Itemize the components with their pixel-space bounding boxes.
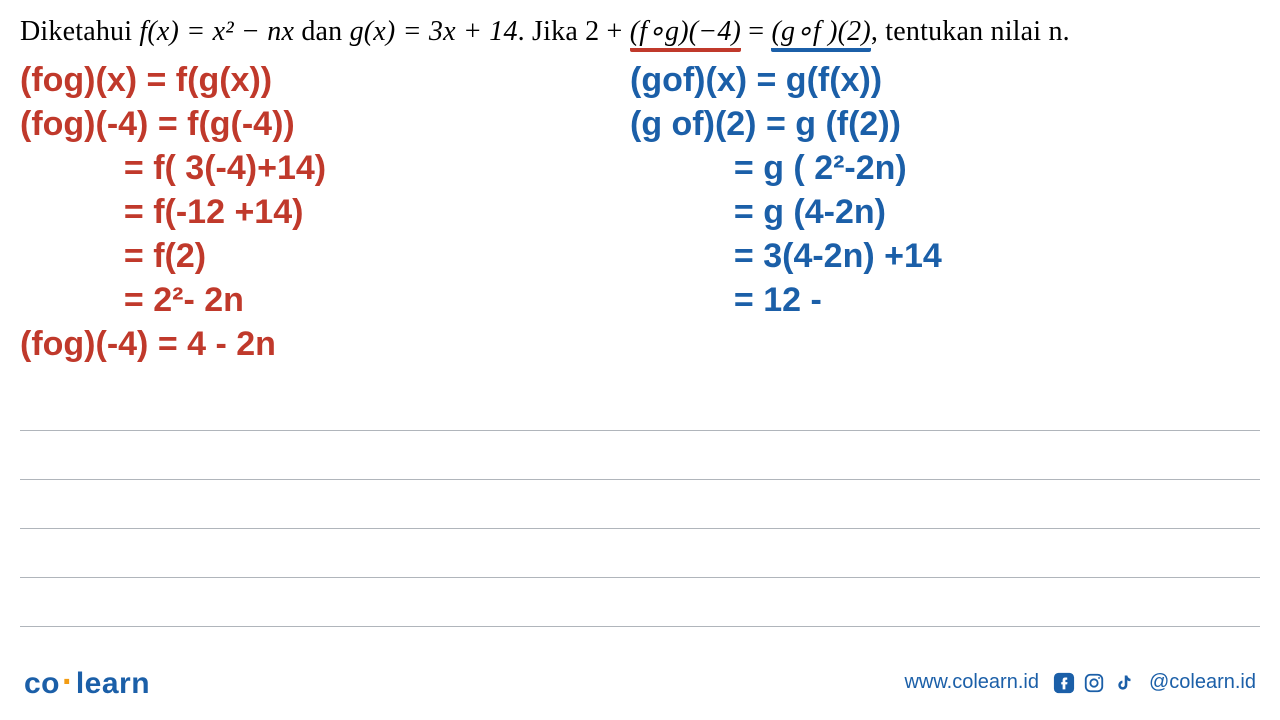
- instagram-icon: [1083, 672, 1105, 694]
- problem-statement: Diketahui f(x) = x² − nx dan g(x) = 3x +…: [20, 14, 1270, 48]
- left-line-5: = f(2): [20, 234, 620, 278]
- rule-line: [20, 626, 1260, 627]
- right-line-1: (gof)(x) = g(f(x)): [630, 58, 1230, 102]
- tiktok-icon: [1113, 672, 1135, 694]
- social-icons: [1053, 672, 1135, 694]
- problem-gof-underlined: (g∘f )(2): [771, 16, 870, 52]
- problem-eq: =: [741, 16, 771, 47]
- left-line-2: (fog)(-4) = f(g(-4)): [20, 102, 620, 146]
- problem-text-post: , tentukan nilai n.: [871, 16, 1070, 47]
- work-column-left: (fog)(x) = f(g(x)) (fog)(-4) = f(g(-4)) …: [20, 58, 620, 366]
- rule-line: [20, 528, 1260, 529]
- problem-text-mid2: . Jika 2 +: [518, 16, 630, 47]
- footer-handle: @colearn.id: [1149, 671, 1256, 694]
- problem-gx: g(x) = 3x + 14: [350, 16, 518, 47]
- problem-fx: f(x) = x² − nx: [139, 16, 294, 47]
- right-line-5: = 3(4-2n) +14: [630, 234, 1230, 278]
- rule-line: [20, 577, 1260, 578]
- left-line-3: = f( 3(-4)+14): [20, 146, 620, 190]
- problem-fog-underlined: (f∘g)(−4): [630, 16, 741, 52]
- logo-co: co: [24, 667, 60, 700]
- left-line-7: (fog)(-4) = 4 - 2n: [20, 322, 620, 366]
- right-line-6: = 12 -: [630, 278, 1230, 322]
- logo-learn: learn: [76, 667, 150, 700]
- work-column-right: (gof)(x) = g(f(x)) (g of)(2) = g (f(2)) …: [630, 58, 1230, 322]
- rule-line: [20, 430, 1260, 431]
- logo: co·learn: [24, 663, 150, 702]
- left-line-1: (fog)(x) = f(g(x)): [20, 58, 620, 102]
- logo-dot: ·: [60, 663, 76, 701]
- right-line-3: = g ( 2²-2n): [630, 146, 1230, 190]
- footer-right: www.colearn.id @colearn.id: [904, 671, 1256, 694]
- footer-url: www.colearn.id: [904, 671, 1039, 694]
- facebook-icon: [1053, 672, 1075, 694]
- left-line-6: = 2²- 2n: [20, 278, 620, 322]
- right-line-2: (g of)(2) = g (f(2)): [630, 102, 1230, 146]
- right-line-4: = g (4-2n): [630, 190, 1230, 234]
- problem-text-pre: Diketahui: [20, 16, 139, 47]
- ruled-lines-area: [20, 430, 1260, 675]
- rule-line: [20, 479, 1260, 480]
- footer: co·learn www.colearn.id @colearn.id: [24, 663, 1256, 702]
- left-line-4: = f(-12 +14): [20, 190, 620, 234]
- problem-text-mid1: dan: [294, 16, 349, 47]
